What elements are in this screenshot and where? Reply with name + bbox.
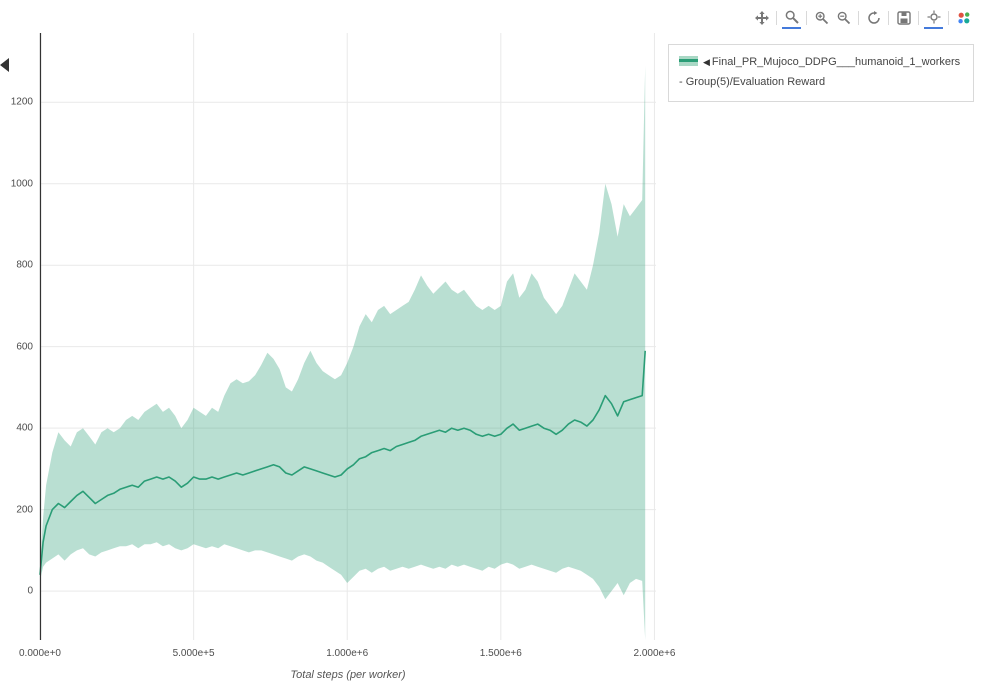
x-axis-title: Total steps (per worker): [290, 669, 406, 681]
modebar-divider: [806, 10, 807, 25]
zoom-in-icon[interactable]: [812, 7, 831, 28]
y-tick-label: 1200: [10, 96, 33, 108]
modebar-divider: [858, 10, 859, 25]
legend-label: Final_PR_Mujoco_DDPG___humanoid_1_worker…: [679, 56, 961, 88]
y-tick-label: 400: [16, 422, 33, 434]
y-tick-label: 200: [16, 504, 33, 516]
zoom-out-icon[interactable]: [834, 7, 853, 28]
legend-collapse-icon[interactable]: ◀: [703, 57, 710, 67]
plotly-logo-icon[interactable]: [954, 7, 973, 28]
y-tick-label: 600: [16, 341, 33, 353]
y-tick-label: 0: [27, 585, 33, 597]
x-tick-label: 5.000e+5: [172, 648, 215, 659]
x-tick-label: 2.000e+6: [633, 648, 676, 659]
autoscale-icon[interactable]: [864, 7, 883, 28]
mean-line: [39, 350, 646, 575]
clipped-y-axis-label-fragment: [0, 58, 9, 72]
zoom-icon[interactable]: [782, 6, 801, 29]
x-tick-label: 0.000e+0: [19, 648, 61, 659]
save-image-icon[interactable]: [894, 7, 913, 28]
plotly-modebar: [752, 6, 973, 29]
legend[interactable]: ◀ Final_PR_Mujoco_DDPG___humanoid_1_worke…: [668, 44, 974, 102]
x-tick-label: 1.000e+6: [326, 648, 369, 659]
x-tick-label: 1.500e+6: [479, 648, 522, 659]
modebar-divider: [948, 10, 949, 25]
pan-icon[interactable]: [752, 7, 771, 28]
y-tick-label: 1000: [10, 178, 33, 190]
confidence-band: [40, 65, 646, 641]
modebar-divider: [776, 10, 777, 25]
plot-container: 0 200 400 600 800 1000 1200 0.000e+0 5.000e+5 1.…: [11, 33, 676, 681]
y-tick-label: 800: [16, 259, 33, 271]
legend-swatch: [679, 56, 698, 66]
modebar-divider: [918, 10, 919, 25]
modebar-divider: [888, 10, 889, 25]
chart-canvas[interactable]: [39, 33, 656, 641]
spikelines-icon[interactable]: [924, 6, 943, 29]
